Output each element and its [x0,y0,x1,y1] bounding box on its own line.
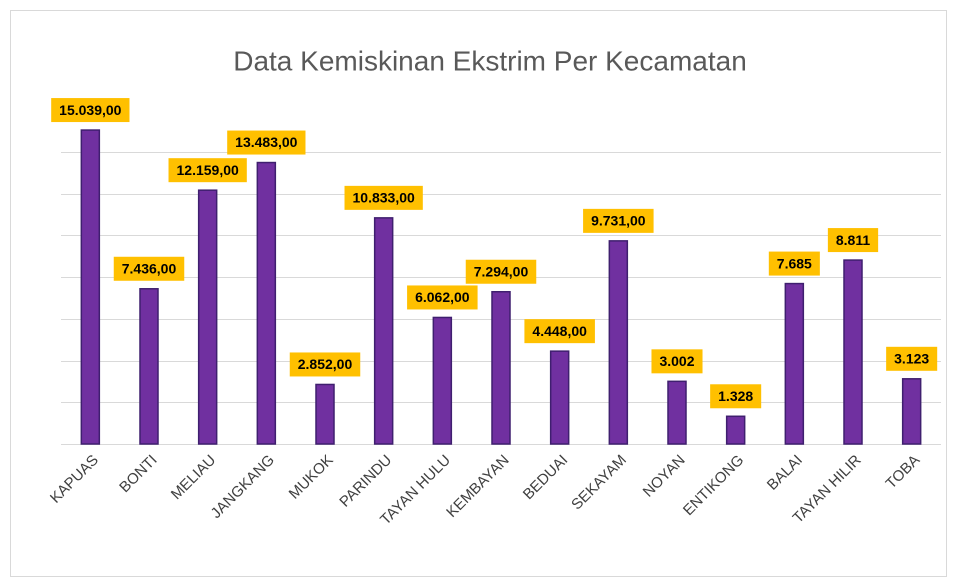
data-label-box [227,130,306,155]
bar [725,415,746,445]
data-label-box [113,256,185,281]
data-label-box [583,208,654,233]
data-label: 9.731,00 [591,213,646,229]
bar [667,380,687,445]
data-label-box [768,251,820,276]
bar [843,259,863,445]
chart-title: Data Kemiskinan Ekstrim Per Kecamatan [233,45,747,76]
data-label-box [524,319,595,344]
bar [315,383,335,445]
bar [491,290,511,445]
data-label: 13.483,00 [235,134,297,150]
data-label: 3.123 [894,351,929,367]
bar [139,288,159,445]
bar [373,217,394,445]
data-label: 15.039,00 [59,102,121,118]
bar [80,129,101,445]
data-label: 1.328 [718,388,753,404]
data-label-box [465,259,537,284]
data-label-box [344,185,423,210]
data-label: 8.811 [836,232,870,248]
data-label-box [651,349,703,374]
data-label-box [407,285,478,310]
bar [549,350,570,445]
data-label-box [710,384,762,409]
data-label: 2.852,00 [298,356,353,372]
bar [197,189,218,445]
data-label: 4.448,00 [532,323,587,339]
bar [432,316,453,445]
data-label: 7.294,00 [474,263,529,279]
data-label-box [289,352,361,377]
bar [608,240,629,445]
data-label: 3.002 [659,353,694,369]
data-label: 7.685 [777,255,812,271]
data-label-box [827,228,879,253]
data-label: 10.833,00 [353,190,415,206]
bar [901,378,922,445]
bar [784,282,805,445]
data-label-box [51,98,130,123]
data-label: 12.159,00 [177,162,239,178]
data-label: 7.436,00 [122,260,177,276]
data-label-box [168,158,247,183]
data-label-box [886,346,938,371]
bar [256,161,277,445]
data-label: 6.062,00 [415,289,470,305]
